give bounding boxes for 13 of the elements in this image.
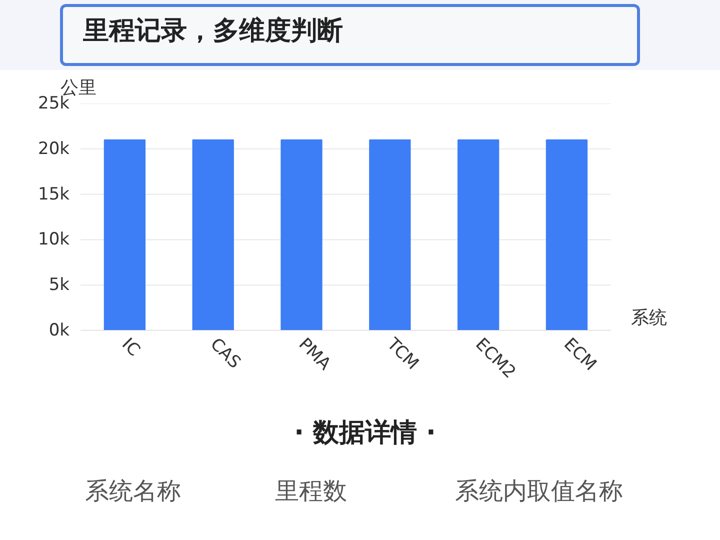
text: 系统名称 [85, 476, 181, 508]
chart-title: 里程记录，多维度判断 [60, 4, 640, 66]
y-tick-label: 5k [48, 275, 70, 296]
text: 里程数 [275, 476, 347, 508]
text: · 数据详情 · [293, 417, 437, 450]
x-axis-title: 系统 [630, 308, 667, 328]
y-tick-label: 0k [48, 320, 70, 340]
x-tick-label: IC [118, 334, 144, 361]
y-tick-label: 20k [38, 138, 70, 159]
text: 系统内取值名称 [455, 476, 623, 508]
y-tick-label: 15k [38, 184, 70, 204]
y-tick-label: 10k [38, 230, 70, 250]
x-tick-label: CAS [206, 334, 244, 373]
